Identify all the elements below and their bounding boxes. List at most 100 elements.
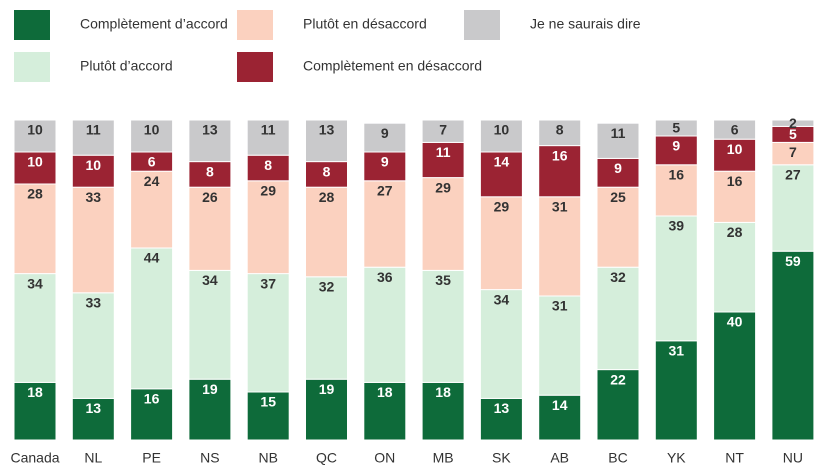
bar-segment bbox=[188, 119, 232, 163]
value-label: 31 bbox=[669, 343, 685, 359]
bar-segment bbox=[130, 388, 174, 441]
x-tick-label: QC bbox=[316, 450, 337, 466]
bar-segment bbox=[421, 177, 465, 271]
value-label: 25 bbox=[610, 189, 626, 205]
bar-segment bbox=[596, 186, 640, 268]
value-label: 8 bbox=[556, 122, 564, 138]
legend-label: Je ne saurais dire bbox=[530, 16, 641, 32]
bar-segment bbox=[771, 119, 815, 127]
value-label: 5 bbox=[789, 126, 797, 142]
value-label: 9 bbox=[381, 154, 389, 170]
bar-segment bbox=[771, 250, 815, 441]
value-label: 31 bbox=[552, 298, 568, 314]
x-tick-label: NL bbox=[84, 450, 102, 466]
bar-segment bbox=[421, 119, 465, 143]
value-label: 11 bbox=[261, 122, 276, 138]
bar-segment bbox=[13, 119, 57, 153]
x-tick-label: NU bbox=[783, 450, 803, 466]
bar-segment bbox=[130, 170, 174, 249]
value-label: 6 bbox=[731, 121, 739, 137]
value-label: 44 bbox=[144, 250, 160, 266]
value-label: 11 bbox=[436, 144, 451, 160]
value-label: 39 bbox=[669, 218, 685, 234]
bar-segment bbox=[71, 292, 115, 399]
value-label: 27 bbox=[785, 167, 801, 183]
value-label: 10 bbox=[27, 122, 43, 138]
x-tick-label: Canada bbox=[10, 450, 59, 466]
value-label: 14 bbox=[494, 154, 510, 170]
bar-segment bbox=[538, 145, 582, 198]
value-label: 29 bbox=[260, 183, 276, 199]
x-tick-label: PE bbox=[142, 450, 161, 466]
value-label: 36 bbox=[377, 269, 393, 285]
value-label: 29 bbox=[494, 199, 510, 215]
value-label: 5 bbox=[672, 120, 680, 136]
x-tick-label: NT bbox=[725, 450, 744, 466]
value-label: 37 bbox=[260, 275, 276, 291]
bar-segment bbox=[13, 381, 57, 441]
value-label: 19 bbox=[202, 381, 218, 397]
bar-segment bbox=[246, 391, 290, 441]
bar-segment bbox=[479, 151, 523, 198]
bar-segment bbox=[305, 119, 348, 163]
value-label: 13 bbox=[202, 122, 218, 138]
x-tick-label: YK bbox=[667, 450, 686, 466]
value-label: 34 bbox=[494, 291, 510, 307]
value-label: 28 bbox=[27, 186, 43, 202]
value-label: 16 bbox=[669, 167, 685, 183]
bar-segment bbox=[246, 119, 290, 156]
bar-segment bbox=[188, 186, 232, 271]
value-label: 10 bbox=[494, 122, 510, 138]
bar-segment bbox=[479, 196, 523, 291]
value-label: 29 bbox=[435, 179, 451, 195]
value-label: 33 bbox=[86, 295, 102, 311]
bar-segment bbox=[130, 247, 174, 390]
bar-segment bbox=[479, 289, 523, 399]
x-tick-label: BC bbox=[608, 450, 627, 466]
bar-segment bbox=[654, 215, 698, 342]
value-label: 8 bbox=[264, 157, 272, 173]
value-label: 13 bbox=[494, 400, 510, 416]
bar-segment bbox=[305, 161, 348, 188]
value-label: 18 bbox=[377, 384, 393, 400]
bar-segment bbox=[188, 161, 232, 188]
value-label: 18 bbox=[435, 384, 451, 400]
value-label: 34 bbox=[202, 272, 218, 288]
bar-segment bbox=[713, 138, 757, 172]
bar-segment bbox=[713, 119, 757, 140]
value-label: 28 bbox=[319, 189, 335, 205]
bar-segment bbox=[713, 311, 757, 441]
value-label: 34 bbox=[27, 275, 43, 291]
bar-segment bbox=[538, 196, 582, 297]
value-label: 19 bbox=[319, 381, 335, 397]
x-tick-label: AB bbox=[550, 450, 569, 466]
bar-segment bbox=[654, 119, 698, 137]
value-label: 13 bbox=[86, 400, 102, 416]
value-label: 28 bbox=[727, 224, 743, 240]
value-label: 9 bbox=[614, 160, 622, 176]
bar-segment bbox=[305, 276, 348, 380]
value-label: 10 bbox=[144, 122, 160, 138]
bar-segment bbox=[654, 340, 698, 441]
value-label: 7 bbox=[789, 144, 797, 160]
value-label: 7 bbox=[439, 122, 447, 138]
bar-segment bbox=[421, 381, 465, 441]
bar-segment bbox=[771, 164, 815, 252]
legend-label: Plutôt en désaccord bbox=[303, 16, 427, 32]
bar-segment bbox=[538, 295, 582, 396]
value-label: 32 bbox=[319, 279, 335, 295]
value-label: 8 bbox=[206, 163, 214, 179]
value-label: 14 bbox=[552, 397, 568, 413]
x-tick-label: ON bbox=[374, 450, 395, 466]
legend-swatch bbox=[464, 10, 500, 40]
value-label: 11 bbox=[611, 125, 626, 141]
bar-segment bbox=[363, 381, 407, 441]
value-label: 40 bbox=[727, 314, 743, 330]
legend-swatch bbox=[14, 52, 50, 82]
bar-segment bbox=[654, 164, 698, 217]
value-label: 11 bbox=[86, 122, 101, 138]
x-tick-label: NB bbox=[258, 450, 277, 466]
bar-segment bbox=[188, 269, 232, 380]
x-tick-label: SK bbox=[492, 450, 511, 466]
